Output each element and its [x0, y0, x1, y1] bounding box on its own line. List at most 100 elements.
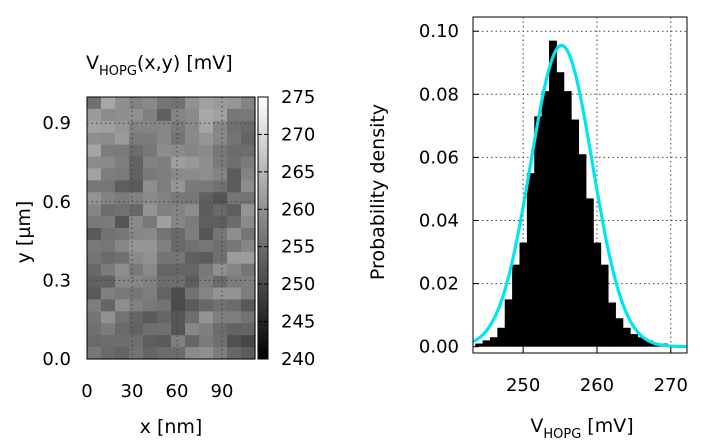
heatmap-cell [101, 192, 116, 205]
histogram-bar [608, 302, 616, 347]
heatmap-cell [185, 144, 200, 158]
histogram-bar [541, 91, 550, 347]
histogram-bar [534, 116, 543, 347]
heatmap-cell [87, 180, 102, 193]
heatmap-cell [227, 228, 242, 241]
heatmap-cell [143, 287, 158, 301]
heatmap-cell [213, 97, 228, 110]
heatmap-cell [227, 108, 242, 122]
heatmap-cell [185, 192, 200, 205]
heatmap-cell [213, 335, 228, 348]
histogram-y-tick-label: 0.08 [419, 84, 459, 105]
histogram-bar [615, 318, 624, 347]
heatmap-cell [143, 180, 158, 193]
heatmap-cell [171, 168, 186, 181]
heatmap-cell [241, 251, 256, 265]
histogram-bar [482, 340, 491, 347]
heatmap-cell [143, 144, 158, 158]
heatmap-cell [101, 323, 116, 336]
heatmap-cell [101, 132, 116, 146]
heatmap-cell [87, 251, 102, 265]
heatmap-cell [241, 168, 256, 181]
histogram-y-tick-label: 0.06 [419, 147, 459, 168]
heatmap-cell [227, 204, 242, 217]
heatmap-cell [101, 228, 116, 241]
heatmap-cell [227, 347, 242, 360]
heatmap-cell [185, 228, 200, 241]
heatmap-cell [143, 323, 158, 336]
gaussian-fit-curve [472, 43, 688, 349]
histogram-bar [644, 340, 653, 347]
heatmap-cell [101, 180, 116, 193]
heatmap-cell [87, 216, 102, 229]
heatmap-cell [115, 287, 130, 301]
heatmap-cell [157, 335, 172, 348]
histogram-x-ticks: 250 260 270 [506, 347, 688, 396]
heatmap-cell [241, 275, 256, 289]
heatmap-cell [171, 228, 186, 241]
heatmap-cell [171, 287, 186, 301]
heatmap-cell [213, 239, 228, 253]
heatmap-cell [171, 299, 186, 312]
heatmap-cell [213, 347, 228, 360]
heatmap-cell [101, 120, 116, 134]
heatmap-cell [227, 275, 242, 289]
histogram-bar [600, 264, 609, 347]
heatmap-cell [199, 299, 214, 312]
heatmap-cell [213, 228, 228, 241]
heatmap-cell [185, 335, 200, 348]
heatmap-cell [157, 168, 172, 181]
heatmap-cell [199, 347, 214, 360]
heatmap-cell [199, 323, 214, 336]
heatmap-cell [199, 275, 214, 289]
heatmap-cell [157, 263, 172, 277]
heatmap-cell [241, 204, 256, 217]
heatmap-cell [87, 323, 102, 336]
heatmap-cell [241, 299, 256, 312]
heatmap-cell [171, 180, 186, 193]
histogram-frame [472, 16, 688, 354]
heatmap-cell [87, 144, 102, 158]
histogram-bar [637, 337, 646, 347]
heatmap-cell [157, 144, 172, 158]
heatmap-cell [101, 156, 116, 170]
histogram-bar [556, 72, 565, 347]
heatmap-cell [157, 156, 172, 170]
heatmap-cell [115, 120, 130, 134]
heatmap-cell [87, 228, 102, 241]
heatmap-cell [227, 180, 242, 193]
heatmap-cell [129, 168, 144, 181]
heatmap-cell [171, 275, 186, 289]
heatmap-cell [115, 228, 130, 241]
heatmap-cell [171, 263, 186, 277]
heatmap-cell [213, 180, 228, 193]
heatmap-y-ticks: 0.0 0.3 0.6 0.9 [42, 113, 71, 370]
heatmap-cell [199, 192, 214, 205]
heatmap-cell [227, 311, 242, 324]
heatmap-cell [157, 275, 172, 289]
heatmap-cell [157, 323, 172, 336]
heatmap-cell [101, 299, 116, 312]
heatmap-cell [129, 216, 144, 229]
histogram-y-tick-label: 0.10 [419, 21, 459, 42]
heatmap-cell [171, 144, 186, 158]
heatmap-cell [241, 97, 256, 110]
heatmap-cell [213, 168, 228, 181]
heatmap-cell [115, 335, 130, 348]
heatmap-cell [129, 263, 144, 277]
histogram-y-label: Probability density [367, 104, 389, 280]
heatmap-cell [87, 299, 102, 312]
heatmap-cell [129, 97, 144, 110]
heatmap-cell [101, 239, 116, 253]
heatmap-cell [171, 204, 186, 217]
heatmap-cell [185, 97, 200, 110]
colorbar [257, 96, 269, 360]
heatmap-cell [143, 204, 158, 217]
heatmap-y-tick-label: 0.3 [42, 270, 71, 291]
heatmap-cell [101, 168, 116, 181]
histogram-bar [519, 242, 528, 347]
heatmap-cell [157, 251, 172, 265]
heatmap-x-tick-label: 60 [166, 381, 189, 402]
heatmap-cell [227, 251, 242, 265]
heatmap-cell [157, 204, 172, 217]
